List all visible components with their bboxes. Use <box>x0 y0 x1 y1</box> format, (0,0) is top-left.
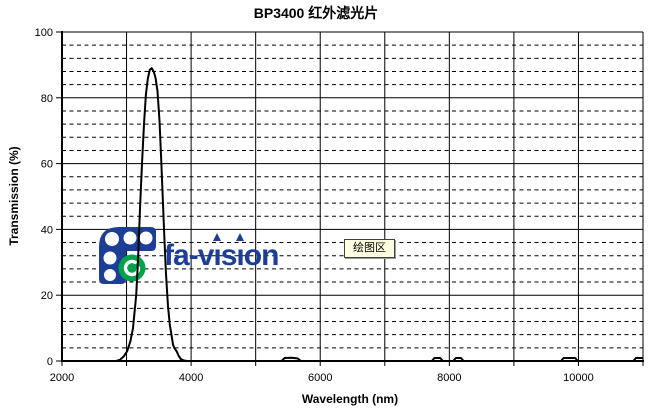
y-tick-label: 40 <box>41 224 53 236</box>
y-tick-label: 0 <box>47 356 53 368</box>
logo-letter: f <box>164 239 174 272</box>
y-tick-label: 20 <box>41 290 53 302</box>
logo-letter: o <box>243 239 262 272</box>
plot-area-tooltip: 绘图区 <box>344 239 395 258</box>
fa-vision-logo-mark <box>99 227 156 284</box>
logo-letter: ı <box>236 239 244 272</box>
logo-letter: v <box>197 239 215 272</box>
logo-green-circle <box>118 254 146 282</box>
chart-title: BP3400 红外滤光片 <box>253 5 379 21</box>
y-tick-label: 60 <box>41 159 53 171</box>
logo-letter: n <box>261 239 279 272</box>
x-tick-label: 2000 <box>50 372 74 384</box>
x-tick-label: 8000 <box>437 372 461 384</box>
logo-letter: - <box>188 239 199 272</box>
x-tick-label: 4000 <box>179 372 203 384</box>
logo-letter: ı <box>213 239 221 272</box>
x-tick-label: 6000 <box>308 372 332 384</box>
logo-letter: s <box>220 239 238 272</box>
logo-letter: a <box>173 239 190 272</box>
plot-area-tooltip-label: 绘图区 <box>353 242 386 254</box>
x-axis-title: Wavelength (nm) <box>301 392 399 406</box>
x-tick-label: 10000 <box>563 372 594 384</box>
y-tick-label: 100 <box>35 27 53 39</box>
y-tick-label: 80 <box>41 93 53 105</box>
